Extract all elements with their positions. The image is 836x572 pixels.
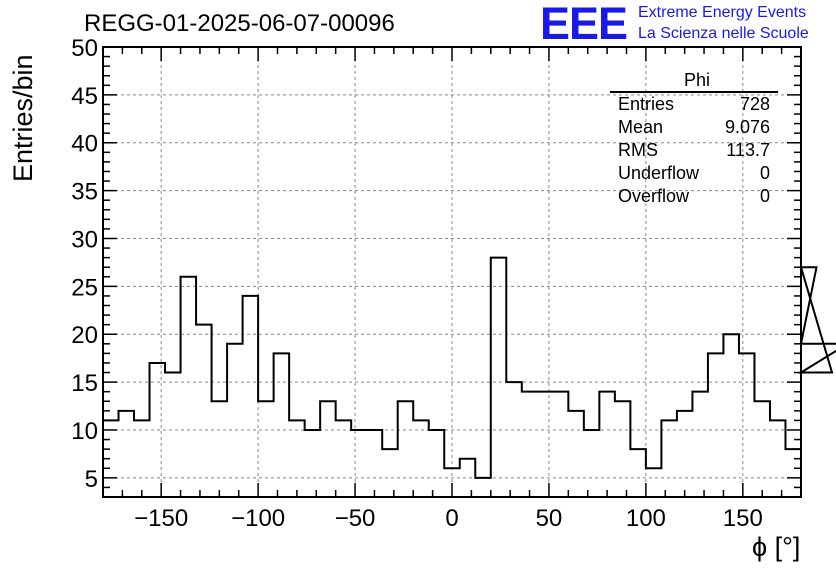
histogram-bin	[661, 420, 677, 497]
histogram-bin	[599, 392, 615, 497]
y-axis-label: Entries/bin	[8, 54, 38, 182]
histogram-bin	[475, 478, 491, 497]
histogram-bin	[289, 420, 305, 497]
y-tick-label: 25	[71, 274, 98, 301]
histogram-bin	[770, 420, 786, 497]
histogram-line	[103, 256, 836, 479]
histogram-bin	[506, 382, 522, 497]
histogram-bin	[630, 449, 646, 497]
y-tick-label: 40	[71, 131, 98, 158]
stats-label: Entries	[618, 94, 675, 114]
y-tick-label: 15	[71, 370, 98, 397]
histogram-bin	[754, 401, 770, 497]
stats-value: 0	[759, 163, 770, 183]
stats-label: Overflow	[618, 186, 690, 206]
eee-logo-text: Extreme Energy Events La Scienza nelle S…	[638, 2, 809, 44]
x-tick-label: −150	[134, 505, 188, 532]
y-tick-label: 20	[71, 322, 98, 349]
axis-ticks	[102, 46, 802, 498]
histogram-bin	[382, 449, 398, 497]
histogram-bin	[723, 334, 739, 497]
stats-box-title: Phi	[610, 70, 778, 93]
stats-row-overflow: Overflow 0	[610, 185, 778, 208]
y-tick-label: 10	[71, 418, 98, 445]
stats-row-underflow: Underflow 0	[610, 162, 778, 185]
histogram-bin	[336, 420, 352, 497]
x-tick-label: 150	[723, 505, 763, 532]
histogram-bin	[398, 401, 414, 497]
histogram-bin	[134, 420, 150, 497]
histogram-bin	[165, 373, 181, 497]
histogram-bin	[739, 353, 755, 497]
stats-value: 9.076	[724, 117, 770, 137]
stats-box: Phi Entries 728 Mean 9.076 RMS 113.7 Underf…	[610, 70, 778, 208]
y-tick-label: 5	[85, 466, 98, 493]
x-tick-label: 50	[536, 505, 563, 532]
y-tick-label: 45	[71, 83, 98, 110]
x-axis-label: ϕ [°]	[752, 532, 801, 562]
histogram-bin	[212, 401, 228, 497]
histogram-bin	[274, 353, 290, 497]
histogram-bin	[320, 401, 336, 497]
histogram-series	[103, 256, 836, 497]
histogram-bin	[568, 411, 584, 497]
histogram-bin	[522, 392, 538, 497]
logo-line-2: La Scienza nelle Scuole	[638, 25, 809, 42]
axis-tick-labels: −150 −100 −50 0 50 100 150 5 10 15 20 25 30 35 40 45 50	[71, 35, 763, 532]
histogram-bin	[692, 392, 708, 497]
histogram-bin	[708, 353, 724, 497]
histogram-bin	[119, 411, 135, 497]
histogram-bin	[429, 430, 445, 497]
histogram-bin	[460, 459, 476, 497]
stats-value: 113.7	[726, 140, 770, 160]
stats-value: 0	[759, 186, 770, 206]
histogram-bin	[351, 430, 367, 497]
y-tick-label: 50	[71, 35, 98, 62]
histogram-bin	[785, 449, 801, 497]
stats-row-mean: Mean 9.076	[610, 116, 778, 139]
histogram-bin	[367, 430, 383, 497]
x-tick-label: 0	[445, 505, 458, 532]
histogram-bin	[227, 344, 243, 497]
histogram-bin	[243, 296, 259, 497]
histogram-bin	[584, 430, 600, 497]
eee-logo-mark: EEE	[540, 0, 628, 49]
x-tick-label: 100	[626, 505, 666, 532]
stats-row-entries: Entries 728	[610, 93, 778, 116]
histogram-bin	[181, 277, 197, 497]
stats-label: RMS	[618, 140, 658, 160]
histogram-bin	[615, 401, 631, 497]
x-tick-label: −100	[231, 505, 285, 532]
stats-row-rms: RMS 113.7	[610, 139, 778, 162]
histogram-bin	[553, 392, 569, 497]
histogram-bin	[537, 392, 553, 497]
histogram-bin	[677, 411, 693, 497]
histogram-bin	[646, 468, 662, 497]
y-tick-label: 35	[71, 179, 98, 206]
histogram-bin	[196, 325, 212, 497]
stats-value: 728	[739, 94, 770, 114]
stats-label: Underflow	[618, 163, 700, 183]
stats-label: Mean	[618, 117, 664, 137]
logo-line-1: Extreme Energy Events	[638, 4, 807, 21]
y-tick-label: 30	[71, 226, 98, 253]
histogram-bin	[258, 401, 274, 497]
chart-title: REGG-01-2025-06-07-00096	[84, 10, 395, 37]
histogram-bin	[491, 258, 507, 497]
x-tick-label: −50	[335, 505, 376, 532]
histogram-bin	[413, 420, 429, 497]
histogram-bin	[305, 430, 321, 497]
